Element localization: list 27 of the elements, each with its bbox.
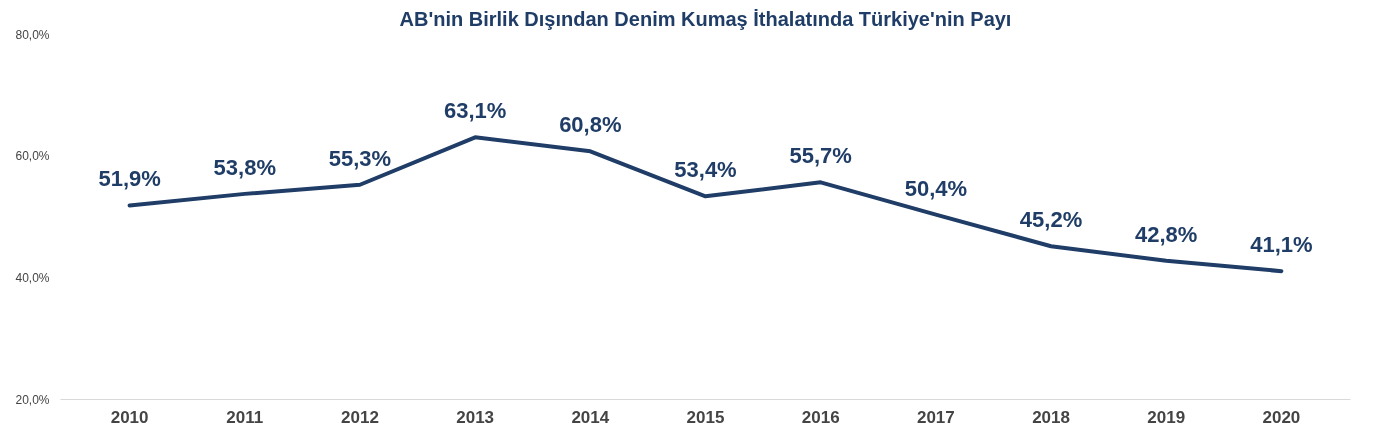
data-label: 45,2% [1019, 207, 1083, 233]
data-label: 51,9% [98, 166, 161, 192]
x-tick-label: 2016 [801, 407, 840, 427]
x-tick-label: 2012 [341, 407, 379, 427]
x-tick-label: 2019 [1147, 407, 1186, 427]
x-tick-label: 2014 [571, 407, 610, 427]
data-label: 53,8% [213, 154, 276, 180]
x-tick-label: 2018 [1032, 407, 1070, 427]
x-tick-label: 2015 [686, 407, 725, 427]
data-label: 50,4% [904, 175, 968, 201]
x-tick-label: 2011 [226, 407, 264, 427]
data-label: 60,8% [559, 112, 622, 138]
data-label: 42,8% [1135, 221, 1198, 247]
x-tick-label: 2017 [916, 407, 955, 427]
x-tick-label: 2020 [1262, 407, 1301, 427]
y-tick-label: 20,0% [15, 392, 50, 407]
x-tick-label: 2013 [456, 407, 495, 427]
data-label: 41,1% [1250, 232, 1313, 258]
data-label: 63,1% [443, 98, 507, 124]
y-tick-label: 80,0% [15, 27, 50, 42]
y-tick-label: 60,0% [15, 149, 50, 164]
data-label: 53,4% [674, 157, 737, 183]
y-tick-label: 40,0% [15, 270, 50, 285]
x-tick-label: 2010 [110, 407, 149, 427]
data-label: 55,3% [328, 145, 392, 171]
data-label: 55,7% [789, 143, 852, 169]
chart-title: AB'nin Birlik Dışından Denim Kumaş İthalatında Türkiye'nin Payı [399, 7, 1012, 30]
